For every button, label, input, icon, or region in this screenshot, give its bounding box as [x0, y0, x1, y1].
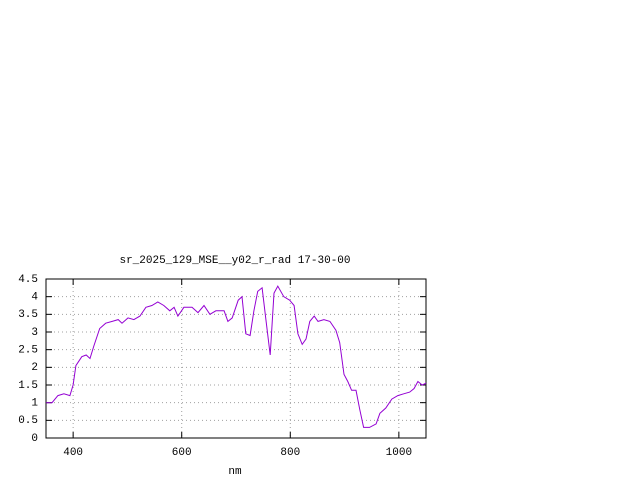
y-tick-label: 4 — [31, 292, 38, 304]
y-tick-label: 1.5 — [18, 380, 38, 392]
x-axis-label: nm — [228, 466, 242, 478]
y-tick-label: 1 — [31, 398, 38, 410]
y-tick-label: 4.5 — [18, 274, 38, 286]
x-tick-label: 800 — [280, 447, 300, 459]
y-tick-label: 0.5 — [18, 415, 38, 427]
y-tick-label: 2.5 — [18, 345, 38, 357]
y-tick-label: 3 — [31, 327, 38, 339]
data-line — [46, 285, 427, 428]
y-tick-label: 3.5 — [18, 309, 38, 321]
y-tick-label: 0 — [31, 433, 38, 445]
x-tick-label: 600 — [172, 447, 192, 459]
y-tick-label: 2 — [31, 362, 38, 374]
x-tick-label: 400 — [63, 447, 83, 459]
chart-title: sr_2025_129_MSE__y02_r_rad 17-30-00 — [119, 255, 350, 267]
plot-frame — [45, 278, 427, 439]
x-tick-label: 1000 — [386, 447, 412, 459]
